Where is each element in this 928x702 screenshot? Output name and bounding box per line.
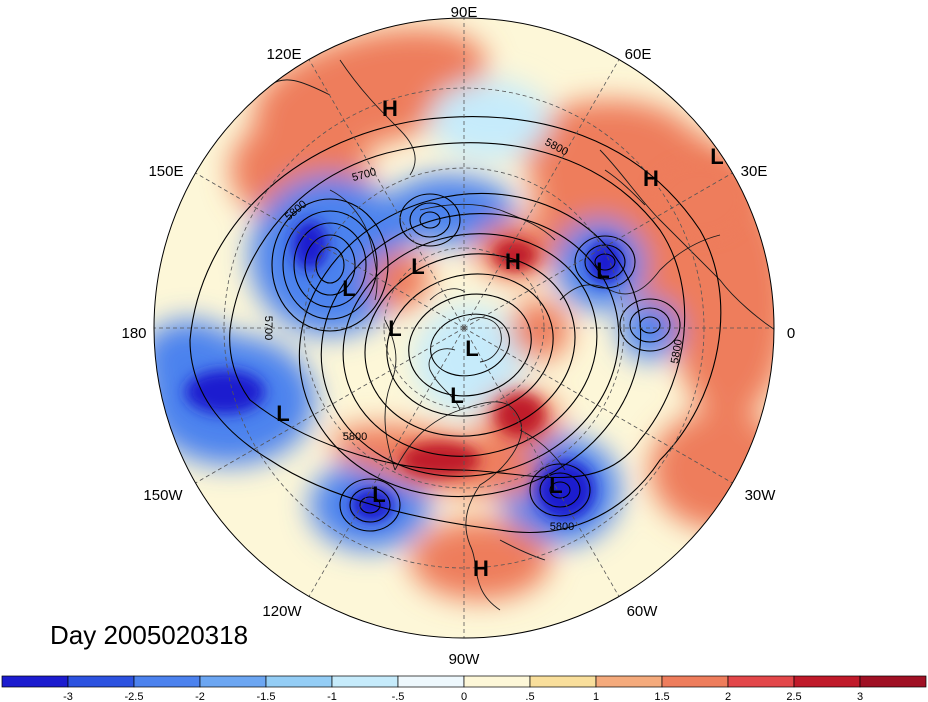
colorbar-swatch (397, 675, 465, 688)
colorbar-tick-label: -3 (63, 691, 73, 702)
longitude-labels: 90E 60E 30E 0 30W 60W 90W 120W 150W 180 150E 120E (121, 4, 795, 668)
colorbar-swatch (199, 675, 267, 688)
colorbar-swatch (1, 675, 69, 688)
colorbar-tick-label: -.5 (392, 691, 405, 702)
contour-label: 5800 (669, 338, 685, 364)
colorbar-tick-label: -1.5 (257, 691, 276, 702)
colorbar-swatch (463, 675, 531, 688)
contour-label: 5800 (343, 431, 367, 443)
colorbar-tick-label: -2 (195, 691, 205, 702)
longitude-label: 120E (266, 46, 301, 63)
longitude-label: 150W (143, 487, 183, 504)
colorbar-swatch (331, 675, 399, 688)
colorbar: -3 -2.5 -2 -1.5 -1 -.5 0 .5 1 1.5 2 2.5 3 (1, 675, 927, 702)
low-pressure-label: L (710, 144, 723, 169)
high-pressure-label: H (505, 249, 521, 274)
low-pressure-label: L (372, 482, 385, 507)
contour-label: 5800 (550, 521, 574, 533)
longitude-label: 0 (787, 325, 795, 342)
colorbar-swatch (265, 675, 333, 688)
colorbar-tick-label: 2 (725, 691, 731, 702)
graticule (154, 18, 774, 638)
longitude-label: 30W (745, 487, 777, 504)
low-pressure-label: L (276, 401, 289, 426)
low-pressure-label: L (596, 258, 609, 283)
longitude-label: 60W (627, 603, 659, 620)
colorbar-swatch (133, 675, 201, 688)
colorbar-tick-label: .5 (525, 691, 534, 702)
high-pressure-label: H (382, 96, 398, 121)
colorbar-tick-label: 0 (461, 691, 467, 702)
colorbar-tick-label: 2.5 (786, 691, 801, 702)
low-pressure-label: L (549, 473, 562, 498)
low-pressure-label: L (411, 254, 424, 279)
map-title: Day 2005020318 (50, 620, 249, 650)
longitude-label: 150E (148, 163, 183, 180)
low-pressure-label: L (388, 316, 401, 341)
longitude-label: 120W (262, 603, 302, 620)
map-boundary (153, 17, 775, 639)
colorbar-tick-label: 1.5 (654, 691, 669, 702)
colorbar-tick-label: 1 (593, 691, 599, 702)
colorbar-swatch (859, 675, 927, 688)
high-pressure-label: H (643, 166, 659, 191)
colorbar-swatch (595, 675, 663, 688)
longitude-label: 180 (121, 325, 146, 342)
low-pressure-label: L (450, 383, 463, 408)
colorbar-swatch (793, 675, 861, 688)
low-pressure-label: L (342, 276, 355, 301)
longitude-label: 90W (449, 651, 481, 668)
contour-label: 5700 (262, 316, 274, 340)
anomaly-field (154, 18, 774, 638)
colorbar-swatch (661, 675, 729, 688)
high-pressure-label: H (473, 556, 489, 581)
colorbar-swatch (67, 675, 135, 688)
colorbar-tick-label: 3 (857, 691, 863, 702)
colorbar-tick-label: -2.5 (125, 691, 144, 702)
colorbar-swatch (529, 675, 597, 688)
colorbar-tick-label: -1 (327, 691, 337, 702)
low-pressure-label: L (465, 336, 478, 361)
height-contours (189, 116, 722, 533)
longitude-label: 90E (451, 4, 478, 21)
longitude-label: 60E (625, 46, 652, 63)
longitude-label: 30E (741, 163, 768, 180)
colorbar-swatch (727, 675, 795, 688)
